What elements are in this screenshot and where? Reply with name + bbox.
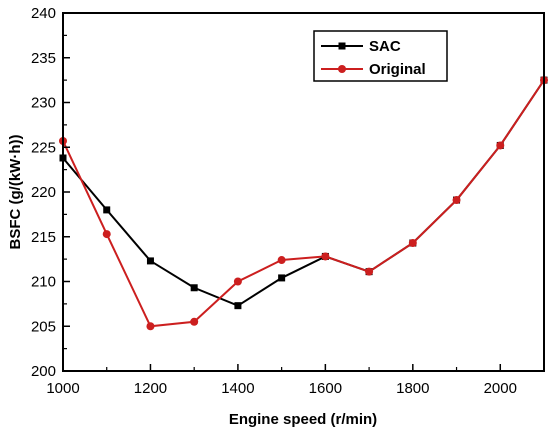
series-line — [62, 79, 545, 307]
data-point — [365, 267, 374, 276]
y-tick-label: 240 — [31, 5, 56, 22]
legend-item-sac: SAC — [321, 38, 401, 55]
data-point — [408, 239, 417, 248]
y-tick-label: 230 — [31, 95, 56, 112]
y-tick-label: 215 — [31, 229, 56, 246]
legend-marker — [338, 42, 346, 50]
x-axis-title: Engine speed (r/min) — [229, 411, 377, 428]
x-tick-label: 1200 — [134, 380, 167, 397]
data-point — [321, 252, 330, 261]
data-point — [234, 302, 242, 310]
x-tick-label: 1800 — [396, 380, 429, 397]
legend: SAC Original — [313, 30, 448, 82]
y-tick-label: 210 — [31, 274, 56, 291]
x-tick-label: 1400 — [221, 380, 254, 397]
x-axis: 1000 1200 1400 1600 1800 2000 — [46, 364, 517, 397]
data-point — [190, 284, 198, 292]
data-point — [233, 277, 242, 286]
legend-marker — [338, 65, 346, 73]
series-layer — [59, 76, 548, 331]
y-tick-label: 205 — [31, 318, 56, 335]
legend-item-original: Original — [321, 61, 426, 78]
data-point — [103, 206, 111, 214]
data-point — [190, 317, 199, 326]
data-point — [452, 196, 461, 205]
y-tick-label: 200 — [31, 363, 56, 380]
y-axis: 200 205 210 215 220 225 230 235 240 — [31, 5, 70, 380]
data-point — [102, 230, 111, 239]
y-tick-label: 220 — [31, 184, 56, 201]
series-sac — [59, 76, 548, 310]
x-tick-label: 1600 — [309, 380, 342, 397]
x-tick-label: 1000 — [46, 380, 79, 397]
x-tick-label: 2000 — [484, 380, 517, 397]
series-original — [59, 76, 548, 331]
data-point — [496, 141, 505, 150]
data-point — [277, 256, 286, 265]
y-tick-label: 225 — [31, 139, 56, 156]
legend-label: SAC — [369, 38, 401, 55]
data-point — [278, 274, 286, 282]
data-point — [146, 257, 154, 265]
y-tick-label: 235 — [31, 50, 56, 67]
plot-frame — [62, 12, 545, 372]
legend-box — [313, 30, 448, 82]
y-axis-title: BSFC (g/(kW·h)) — [7, 135, 24, 250]
series-line — [62, 79, 545, 328]
legend-label: Original — [369, 61, 426, 78]
data-point — [146, 322, 155, 331]
